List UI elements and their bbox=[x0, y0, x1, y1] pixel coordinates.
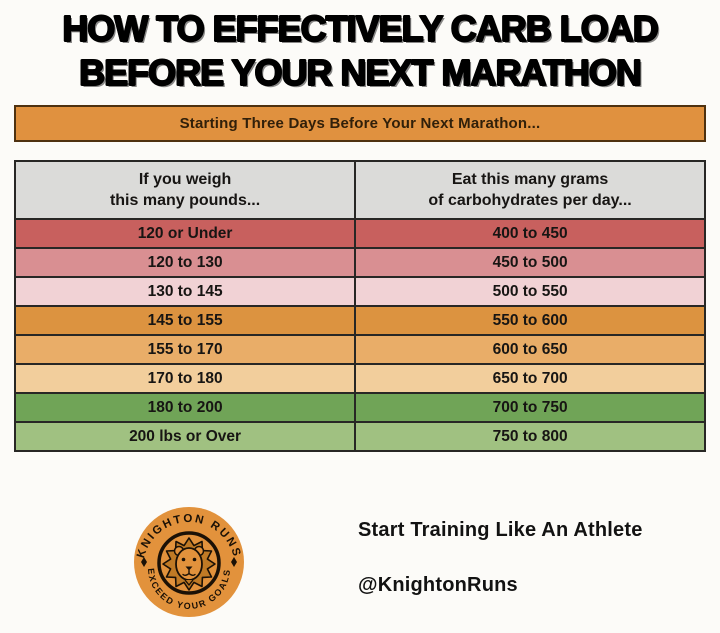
subtitle-banner-text: Starting Three Days Before Your Next Mar… bbox=[179, 115, 541, 132]
table-body: 120 or Under 400 to 450 120 to 130 450 to 5… bbox=[13, 218, 706, 452]
carb-load-table: If you weigh this many pounds... Eat thi… bbox=[13, 160, 706, 452]
lion-badge-icon: KNIGHTON RUNS EXCEED YOUR GOALS bbox=[134, 507, 244, 617]
weight-header-line1: If you weigh bbox=[138, 171, 232, 188]
table-row: 145 to 155 550 to 600 bbox=[13, 305, 706, 336]
weight-cell: 180 to 200 bbox=[13, 392, 357, 423]
star-left-icon bbox=[141, 557, 147, 567]
weight-cell: 120 or Under bbox=[13, 218, 357, 249]
carbs-header-line2: of carbohydrates per day... bbox=[428, 192, 632, 209]
carbs-cell: 450 to 500 bbox=[354, 247, 706, 278]
carbs-cell: 750 to 800 bbox=[354, 421, 706, 452]
table-row: 130 to 145 500 to 550 bbox=[13, 276, 706, 307]
table-header-row: If you weigh this many pounds... Eat thi… bbox=[13, 160, 706, 220]
subtitle-banner: Starting Three Days Before Your Next Mar… bbox=[14, 105, 706, 142]
table-row: 170 to 180 650 to 700 bbox=[13, 363, 706, 394]
page-title-line1: HOW TO EFFECTIVELY CARB LOAD bbox=[62, 7, 660, 50]
carbs-header-line1: Eat this many grams bbox=[451, 171, 609, 188]
lion-face-icon bbox=[162, 537, 216, 591]
weight-cell: 170 to 180 bbox=[13, 363, 357, 394]
weight-cell: 200 lbs or Over bbox=[13, 421, 357, 452]
logo-inner-ring bbox=[157, 531, 221, 595]
tagline: Start Training Like An Athlete bbox=[358, 519, 643, 541]
weight-cell: 120 to 130 bbox=[13, 247, 357, 278]
carbs-cell: 600 to 650 bbox=[354, 334, 706, 365]
table-row: 120 or Under 400 to 450 bbox=[13, 218, 706, 249]
page-title: HOW TO EFFECTIVELY CARB LOAD BEFORE YOUR… bbox=[0, 7, 720, 95]
carbs-cell: 400 to 450 bbox=[354, 218, 706, 249]
table-row: 120 to 130 450 to 500 bbox=[13, 247, 706, 278]
weight-header-line2: this many pounds... bbox=[109, 192, 261, 209]
knighton-runs-logo: KNIGHTON RUNS EXCEED YOUR GOALS bbox=[133, 506, 245, 618]
weight-cell: 145 to 155 bbox=[13, 305, 357, 336]
table-row: 155 to 170 600 to 650 bbox=[13, 334, 706, 365]
page-title-line2: BEFORE YOUR NEXT MARATHON bbox=[78, 51, 642, 94]
carbs-cell: 500 to 550 bbox=[354, 276, 706, 307]
carbs-cell: 700 to 750 bbox=[354, 392, 706, 423]
star-right-icon bbox=[231, 557, 237, 567]
carbs-column-header: Eat this many grams of carbohydrates per… bbox=[354, 160, 706, 220]
carbs-cell: 650 to 700 bbox=[354, 363, 706, 394]
table-row: 200 lbs or Over 750 to 800 bbox=[13, 421, 706, 452]
weight-cell: 130 to 145 bbox=[13, 276, 357, 307]
weight-column-header: If you weigh this many pounds... bbox=[13, 160, 357, 220]
social-handle: @KnightonRuns bbox=[358, 574, 518, 596]
table-row: 180 to 200 700 to 750 bbox=[13, 392, 706, 423]
carbs-cell: 550 to 600 bbox=[354, 305, 706, 336]
weight-cell: 155 to 170 bbox=[13, 334, 357, 365]
